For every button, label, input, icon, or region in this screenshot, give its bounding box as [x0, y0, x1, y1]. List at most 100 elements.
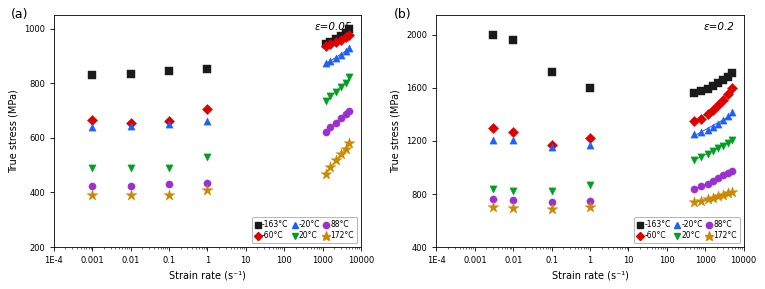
Point	[201, 155, 213, 159]
Point	[86, 73, 99, 77]
Point	[707, 108, 719, 112]
Point	[702, 127, 715, 132]
Point	[330, 90, 342, 94]
Point	[702, 181, 715, 186]
Point	[702, 197, 715, 201]
Point	[507, 188, 519, 193]
Point	[330, 56, 342, 60]
Legend: -163°C, -60°C, -20°C, 20°C, 88°C, 172°C: -163°C, -60°C, -20°C, 20°C, 88°C, 172°C	[634, 217, 740, 243]
Point	[324, 94, 337, 99]
Point	[718, 118, 730, 123]
Point	[507, 38, 519, 42]
Point	[330, 40, 342, 44]
Point	[86, 183, 99, 188]
X-axis label: Strain rate (s⁻¹): Strain rate (s⁻¹)	[169, 271, 246, 281]
Point	[712, 194, 724, 199]
Point	[86, 193, 99, 197]
Point	[324, 41, 337, 46]
Point	[722, 171, 734, 175]
Point	[163, 166, 175, 171]
Point	[201, 107, 213, 112]
Point	[163, 122, 175, 127]
Point	[86, 166, 99, 171]
Point	[702, 112, 715, 117]
Point	[584, 86, 596, 90]
Point	[324, 125, 337, 129]
Point	[487, 197, 500, 202]
Point	[712, 103, 724, 108]
Point	[712, 146, 724, 150]
Point	[340, 147, 352, 151]
Point	[335, 151, 347, 156]
Point	[335, 85, 347, 90]
Point	[726, 86, 738, 90]
X-axis label: Strain rate (s⁻¹): Strain rate (s⁻¹)	[552, 271, 629, 281]
Point	[335, 116, 347, 121]
Point	[695, 155, 708, 159]
Point	[340, 81, 352, 86]
Point	[163, 181, 175, 186]
Point	[584, 143, 596, 147]
Point	[718, 78, 730, 82]
Point	[722, 92, 734, 96]
Point	[718, 192, 730, 197]
Point	[320, 172, 332, 176]
Point	[707, 84, 719, 88]
Text: (a): (a)	[11, 8, 28, 21]
Point	[702, 86, 715, 91]
Point	[718, 173, 730, 177]
Point	[726, 168, 738, 173]
Point	[320, 61, 332, 66]
Point	[688, 186, 700, 191]
Point	[707, 149, 719, 153]
Point	[707, 125, 719, 129]
Y-axis label: True stress (MPa): True stress (MPa)	[8, 89, 18, 173]
Point	[695, 116, 708, 121]
Point	[201, 181, 213, 185]
Point	[584, 205, 596, 210]
Point	[330, 158, 342, 162]
Point	[545, 206, 558, 211]
Point	[335, 37, 347, 42]
Point	[343, 141, 356, 146]
Point	[163, 119, 175, 124]
Point	[712, 175, 724, 180]
Point	[726, 138, 738, 143]
Point	[695, 184, 708, 189]
Point	[507, 198, 519, 202]
Point	[324, 59, 337, 63]
Point	[718, 143, 730, 148]
Point	[718, 98, 730, 102]
Point	[340, 112, 352, 116]
Point	[584, 136, 596, 141]
Point	[343, 108, 356, 113]
Point	[125, 71, 137, 76]
Point	[320, 99, 332, 103]
Point	[335, 52, 347, 57]
Point	[125, 121, 137, 125]
Point	[695, 89, 708, 94]
Point	[343, 75, 356, 79]
Point	[340, 35, 352, 40]
Point	[722, 141, 734, 145]
Point	[688, 91, 700, 96]
Point	[201, 67, 213, 71]
Text: ε=0.05: ε=0.05	[314, 22, 352, 32]
Point	[320, 43, 332, 48]
Point	[507, 206, 519, 210]
Point	[125, 192, 137, 197]
Point	[320, 42, 332, 47]
Point	[201, 188, 213, 192]
Point	[86, 118, 99, 123]
Point	[726, 189, 738, 194]
Point	[330, 121, 342, 125]
Point	[707, 195, 719, 200]
Point	[726, 110, 738, 115]
Point	[545, 200, 558, 204]
Point	[545, 143, 558, 147]
Point	[343, 46, 356, 51]
Point	[688, 200, 700, 205]
Point	[125, 166, 137, 171]
Point	[86, 125, 99, 130]
Point	[712, 121, 724, 126]
